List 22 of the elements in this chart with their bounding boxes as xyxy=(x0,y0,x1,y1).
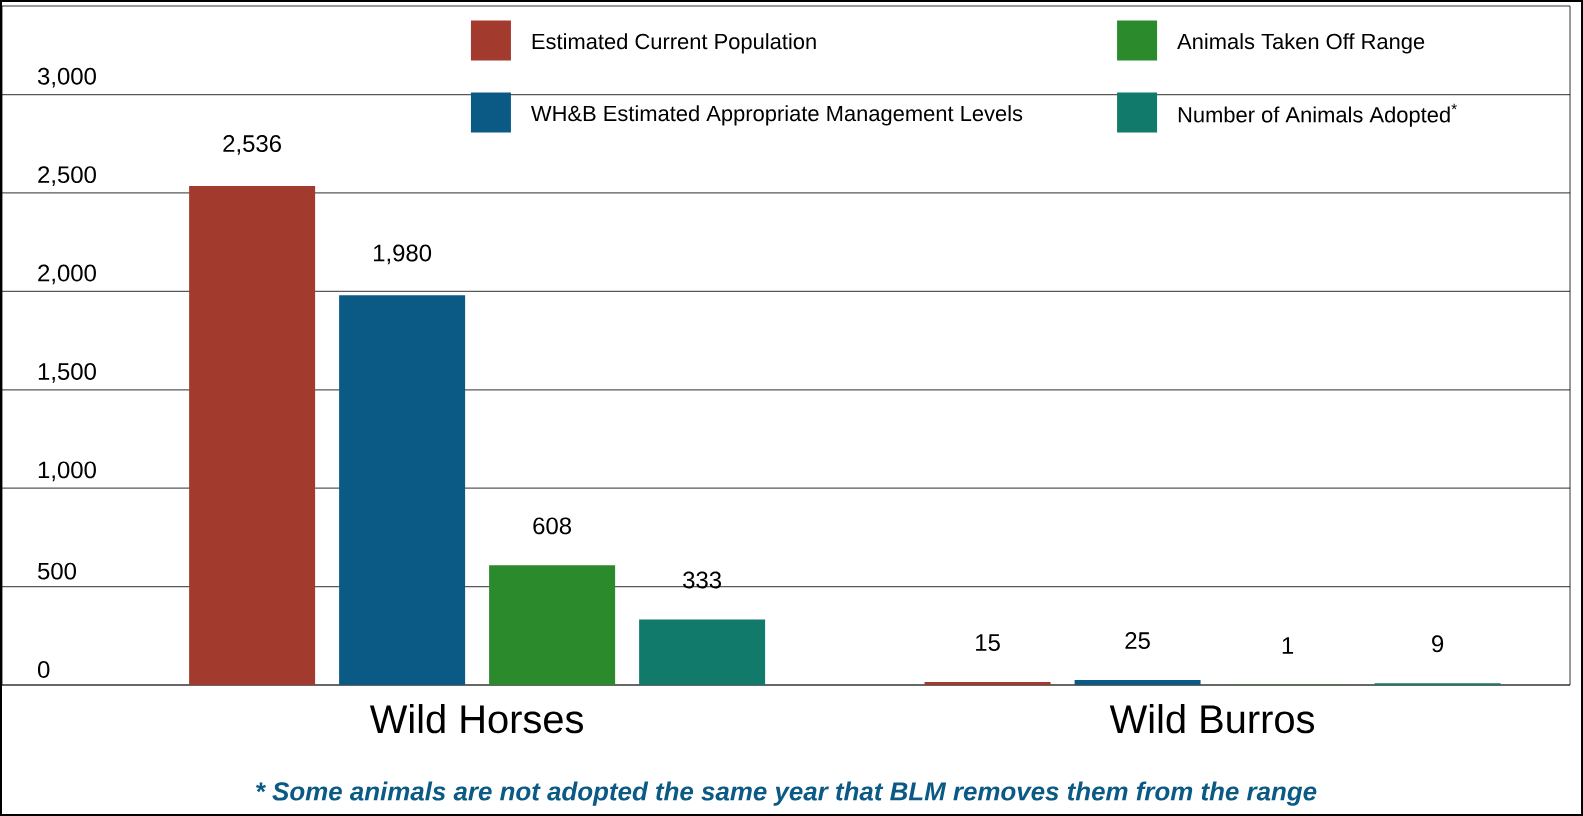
legend-label: WH&B Estimated Appropriate Management Levels xyxy=(531,105,1023,126)
y-tick-label: 2,500 xyxy=(38,166,96,186)
data-label: 9 xyxy=(1432,635,1444,653)
data-label: 1,980 xyxy=(374,244,432,265)
y-tick-label: 2,000 xyxy=(38,264,96,285)
x-tick-label: Wild Horses xyxy=(369,704,583,734)
y-tick-label: 0 xyxy=(37,661,50,678)
data-label: 608 xyxy=(533,517,571,535)
data-label: 25 xyxy=(1125,632,1150,650)
legend-label: Number of Animals Adopted$^{*}$ xyxy=(1178,103,1457,127)
legend-label: Animals Taken Off Range xyxy=(1177,33,1425,54)
y-tick-label: 500 xyxy=(38,562,76,580)
data-label: 333 xyxy=(683,571,722,589)
data-label: 1 xyxy=(1282,637,1294,654)
y-tick-label: 1,000 xyxy=(38,461,96,482)
text: * Some animals are not adopted the same year that BLM removes them from the range xyxy=(255,781,1317,806)
y-tick-label: 1,500 xyxy=(38,362,96,383)
x-tick-label: Wild Burros xyxy=(1109,704,1315,734)
data-label: 15 xyxy=(976,634,1000,651)
data-label: 2,536 xyxy=(223,135,281,155)
legend-label: Estimated Current Population xyxy=(532,33,816,54)
y-tick-label: 3,000 xyxy=(37,67,96,88)
